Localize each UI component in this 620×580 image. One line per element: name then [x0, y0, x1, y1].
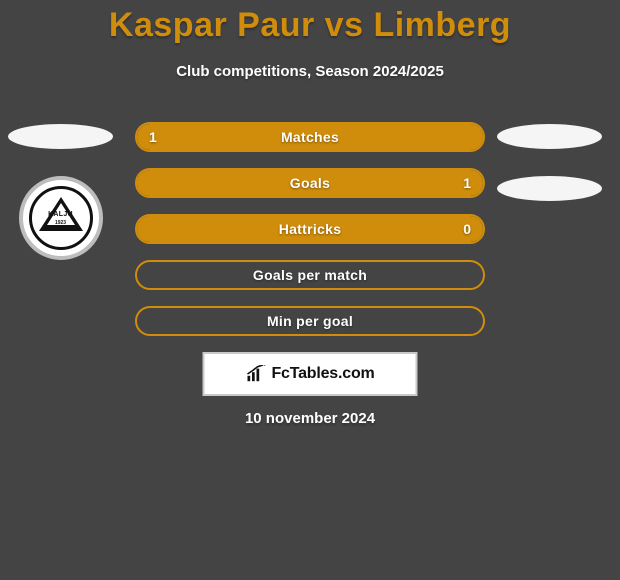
stat-bar: Min per goal: [135, 306, 485, 336]
brand-text: FcTables.com: [271, 365, 374, 383]
club-logo-text: KALJU: [48, 211, 73, 218]
stat-bar: Hattricks0: [135, 214, 485, 244]
stat-bar: Matches1: [135, 122, 485, 152]
right-player-column: [497, 124, 602, 228]
club-logo-year: 1923: [55, 220, 66, 226]
player-placeholder-oval: [497, 124, 602, 149]
brand-box: FcTables.com: [203, 352, 418, 396]
bar-value-left: 1: [149, 129, 157, 145]
bar-label: Hattricks: [137, 221, 483, 237]
page-title: Kaspar Paur vs Limberg: [0, 0, 620, 45]
club-placeholder-oval: [497, 176, 602, 201]
page-subtitle: Club competitions, Season 2024/2025: [0, 63, 620, 80]
bar-label: Matches: [137, 129, 483, 145]
bar-value-right: 1: [463, 175, 471, 191]
player-placeholder-oval: [8, 124, 113, 149]
club-logo: KALJU 1923: [19, 176, 103, 260]
bar-value-right: 0: [463, 221, 471, 237]
stat-bar: Goals per match: [135, 260, 485, 290]
left-player-column: KALJU 1923: [8, 124, 113, 260]
bar-label: Goals per match: [137, 267, 483, 283]
bar-label: Goals: [137, 175, 483, 191]
chart-icon: [245, 365, 267, 383]
bar-label: Min per goal: [137, 313, 483, 329]
stat-bar: Goals1: [135, 168, 485, 198]
stats-bars: Matches1Goals1Hattricks0Goals per matchM…: [135, 122, 485, 352]
footer-date: 10 november 2024: [0, 410, 620, 427]
